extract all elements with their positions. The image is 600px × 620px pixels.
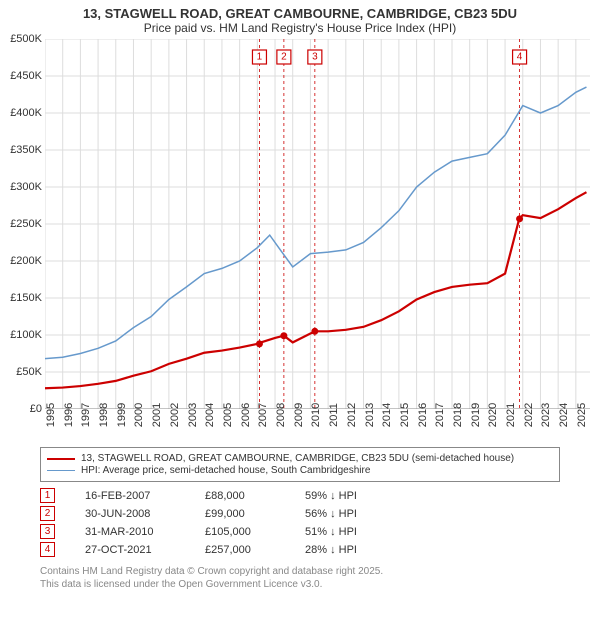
annotation-diff: 28% ↓ HPI bbox=[305, 544, 425, 556]
marker-num-2: 2 bbox=[281, 52, 287, 63]
annotation-number: 2 bbox=[40, 506, 55, 521]
y-tick-label: £300K bbox=[0, 181, 42, 193]
legend-label-price-paid: 13, STAGWELL ROAD, GREAT CAMBOURNE, CAMB… bbox=[81, 453, 514, 464]
annotation-number: 1 bbox=[40, 488, 55, 503]
sale-point bbox=[256, 340, 263, 347]
sale-point bbox=[516, 215, 523, 222]
y-tick-label: £350K bbox=[0, 144, 42, 156]
sale-point bbox=[311, 328, 318, 335]
annotation-diff: 59% ↓ HPI bbox=[305, 490, 425, 502]
annotation-row: 1 16-FEB-2007£88,00059% ↓ HPI bbox=[40, 488, 590, 503]
legend-item-price-paid: 13, STAGWELL ROAD, GREAT CAMBOURNE, CAMB… bbox=[47, 453, 553, 464]
y-tick-label: £250K bbox=[0, 218, 42, 230]
chart-area: 1 2 3 4 £0 £50K £100K £150K £200K £250K £300K £350… bbox=[0, 39, 600, 439]
y-tick-label: £100K bbox=[0, 329, 42, 341]
sale-point bbox=[280, 332, 287, 339]
marker-num-4: 4 bbox=[517, 52, 523, 63]
annotation-diff: 51% ↓ HPI bbox=[305, 526, 425, 538]
footnote-line-2: This data is licensed under the Open Gov… bbox=[40, 578, 590, 591]
y-tick-label: £200K bbox=[0, 255, 42, 267]
chart-title: 13, STAGWELL ROAD, GREAT CAMBOURNE, CAMB… bbox=[0, 0, 600, 21]
annotation-date: 30-JUN-2008 bbox=[85, 508, 205, 520]
footnote: Contains HM Land Registry data © Crown c… bbox=[40, 565, 590, 591]
annotation-row: 3 31-MAR-2010£105,00051% ↓ HPI bbox=[40, 524, 590, 539]
marker-num-3: 3 bbox=[312, 52, 318, 63]
annotation-table: 1 16-FEB-2007£88,00059% ↓ HPI 2 30-JUN-2008… bbox=[40, 488, 590, 557]
annotation-number: 4 bbox=[40, 542, 55, 557]
marker-num-1: 1 bbox=[257, 52, 263, 63]
annotation-diff: 56% ↓ HPI bbox=[305, 508, 425, 520]
annotation-row: 4 27-OCT-2021£257,00028% ↓ HPI bbox=[40, 542, 590, 557]
plot-region: 1 2 3 4 bbox=[45, 39, 590, 409]
annotation-date: 27-OCT-2021 bbox=[85, 544, 205, 556]
annotation-date: 16-FEB-2007 bbox=[85, 490, 205, 502]
legend: 13, STAGWELL ROAD, GREAT CAMBOURNE, CAMB… bbox=[40, 447, 560, 482]
annotation-price: £257,000 bbox=[205, 544, 305, 556]
annotation-price: £99,000 bbox=[205, 508, 305, 520]
chart-subtitle: Price paid vs. HM Land Registry's House … bbox=[0, 21, 600, 39]
legend-swatch-price-paid bbox=[47, 458, 75, 460]
y-tick-label: £0 bbox=[0, 403, 42, 415]
chart-svg: 1 2 3 4 bbox=[45, 39, 590, 409]
y-tick-label: £500K bbox=[0, 33, 42, 45]
footnote-line-1: Contains HM Land Registry data © Crown c… bbox=[40, 565, 590, 578]
x-tick-label: 2025 bbox=[576, 403, 600, 427]
annotation-row: 2 30-JUN-2008£99,00056% ↓ HPI bbox=[40, 506, 590, 521]
annotation-price: £88,000 bbox=[205, 490, 305, 502]
legend-label-hpi: HPI: Average price, semi-detached house,… bbox=[81, 465, 370, 476]
annotation-price: £105,000 bbox=[205, 526, 305, 538]
y-tick-label: £150K bbox=[0, 292, 42, 304]
y-tick-label: £400K bbox=[0, 107, 42, 119]
annotation-date: 31-MAR-2010 bbox=[85, 526, 205, 538]
annotation-number: 3 bbox=[40, 524, 55, 539]
legend-swatch-hpi bbox=[47, 470, 75, 471]
legend-item-hpi: HPI: Average price, semi-detached house,… bbox=[47, 465, 553, 476]
y-tick-label: £50K bbox=[0, 366, 42, 378]
y-tick-label: £450K bbox=[0, 70, 42, 82]
